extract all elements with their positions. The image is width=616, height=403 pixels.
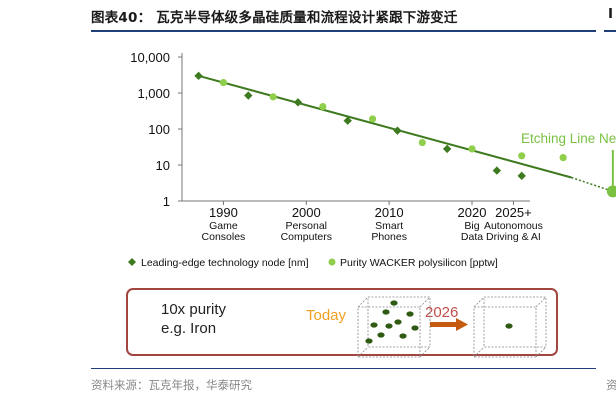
polysilicon-purity-point [559, 154, 567, 162]
technology-node-point [194, 71, 203, 81]
today-cube-edge [357, 296, 369, 308]
next-source-fragment: 资 [606, 378, 616, 392]
x-tick-sublabel: Game [209, 220, 238, 232]
iron-impurity-particle [394, 319, 402, 325]
figure-title: 图表40： 瓦克半导体级多晶硅质量和流程设计紧跟下游变迁 [91, 10, 458, 26]
source-note: 资料来源：瓦克年报，华泰研究 [91, 378, 252, 392]
future-cube-edge [473, 346, 485, 358]
etching-line-next-point [606, 185, 616, 198]
future-cube-edge [535, 296, 547, 308]
data-marks [194, 71, 616, 198]
future-cube-edge [535, 346, 547, 358]
x-tick-sublabel: Driving & AI [486, 231, 541, 243]
title-rule [91, 30, 596, 32]
polysilicon-purity-point [518, 152, 526, 160]
future-cube-front-face [473, 306, 537, 358]
iron-impurity-particle [505, 323, 513, 329]
polysilicon-purity-point [418, 138, 426, 147]
polysilicon-purity-point [368, 115, 377, 123]
x-tick-label: 2025+ [495, 205, 532, 220]
arrow-shaft [430, 322, 458, 327]
legend-node-marker [128, 258, 136, 266]
inset-line-2: e.g. Iron [161, 320, 216, 337]
technology-node-point [343, 116, 352, 125]
inset-line-1: 10x purity [161, 301, 227, 318]
x-tick-sublabel: Smart [375, 220, 403, 232]
technology-node-point [492, 166, 502, 175]
etching-line-next-label: Etching Line Next [521, 131, 616, 146]
x-tick-sublabel: Personal [286, 220, 327, 232]
legend: Leading-edge technology node [nm] Purity … [128, 257, 498, 269]
y-tick-labels: 10,000 1,000 100 10 1 [130, 50, 170, 209]
y-tick-label: 100 [148, 122, 170, 137]
x-tick-label: 1990 [209, 205, 238, 220]
x-tick-label: 2010 [375, 205, 404, 220]
year-2026-label: 2026 [425, 304, 458, 321]
arrow-today-to-2026 [430, 318, 468, 331]
x-tick-sublabel: Big [464, 220, 479, 232]
trendline [198, 74, 572, 179]
iron-impurity-particle [406, 311, 414, 317]
technology-node-point [393, 126, 402, 135]
iron-impurity-particle [365, 338, 373, 344]
iron-impurity-particle [377, 332, 385, 338]
legend-polysilicon-label: Purity WACKER polysilicon [pptw] [340, 257, 498, 269]
today-label: Today [306, 307, 347, 324]
iron-impurity-particle [390, 300, 398, 306]
y-tick-label: 10 [156, 158, 170, 173]
iron-impurity-particle [399, 333, 407, 339]
iron-impurity-particle [382, 309, 390, 315]
today-cube [357, 296, 431, 358]
technology-node-point [244, 91, 253, 100]
trendline-projection [571, 176, 614, 193]
arrow-head [456, 318, 468, 331]
y-tick-label: 1 [163, 194, 170, 209]
x-tick-sublabel: Data [461, 231, 483, 243]
iron-impurity-particle [385, 323, 393, 329]
x-tick-sublabel: Phones [371, 231, 407, 243]
x-tick-sublabel: Consoles [202, 231, 246, 243]
polysilicon-purity-point [319, 102, 327, 111]
y-tick-label: 1,000 [137, 86, 170, 101]
future-cube-edge [473, 296, 485, 308]
trendline-layer [198, 74, 614, 193]
x-tick-sublabel: Computers [281, 231, 332, 243]
annotation-layer: Etching Line Next [521, 131, 616, 146]
today-cube-edge [419, 346, 431, 358]
future-cube-back-face [483, 296, 547, 348]
polysilicon-purity-point [468, 145, 476, 153]
source-rule [91, 368, 596, 369]
purity-inset: 10x purity e.g. Iron Today 2026 [126, 288, 558, 358]
polysilicon-purity-point [219, 78, 228, 87]
x-tick-sublabel: Autonomous [484, 220, 543, 232]
legend-polysilicon-marker [328, 258, 336, 266]
technology-node-point [293, 98, 303, 107]
iron-impurity-particle [370, 322, 378, 328]
technology-node-point [442, 144, 452, 154]
next-figure-rule [604, 30, 616, 32]
technology-node-point [517, 171, 526, 181]
iron-impurity-particle [411, 325, 419, 331]
chart-axes [178, 53, 530, 205]
polysilicon-purity-point [269, 93, 277, 101]
x-tick-label: 2000 [292, 205, 321, 220]
x-tick-label: 2020 [458, 205, 487, 220]
legend-node-label: Leading-edge technology node [nm] [141, 257, 309, 269]
inset-box [126, 288, 558, 356]
y-tick-label: 10,000 [130, 50, 170, 65]
today-cube-edge [357, 346, 369, 358]
next-figure-title-fragment: I [608, 6, 614, 22]
today-cube-edge [419, 296, 431, 308]
future-cube [473, 296, 547, 358]
